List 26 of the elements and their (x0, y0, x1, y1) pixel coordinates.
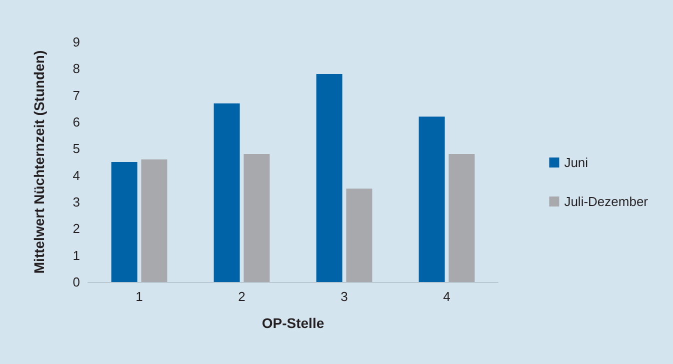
x-tick-label: 4 (443, 289, 450, 304)
y-tick-label: 1 (72, 248, 80, 263)
y-tick-label: 2 (72, 221, 80, 236)
y-tick-label: 9 (72, 34, 80, 50)
bar (214, 103, 240, 282)
bar (244, 154, 270, 282)
y-tick-label: 3 (72, 194, 80, 210)
x-axis-title: OP-Stelle (262, 315, 324, 331)
y-tick-label: 8 (72, 61, 80, 76)
x-tick-label: 2 (238, 289, 246, 304)
bar (316, 74, 342, 282)
bar (448, 154, 475, 282)
legend-label: Juli-Dezember (564, 194, 649, 209)
bar (111, 162, 138, 282)
legend-label: Juni (564, 155, 588, 170)
y-tick-label: 4 (72, 168, 80, 183)
bar (141, 159, 168, 282)
y-tick-label: 6 (72, 114, 80, 130)
y-tick-label: 0 (72, 274, 80, 290)
y-axis-title: Mittelwert Nüchternzeit (Stunden) (31, 50, 47, 274)
y-tick-label: 7 (72, 88, 80, 103)
y-tick-label: 5 (72, 141, 80, 156)
x-tick-label: 1 (136, 289, 143, 304)
x-tick-label: 3 (340, 289, 348, 304)
bar (346, 188, 372, 282)
bar (418, 116, 445, 282)
